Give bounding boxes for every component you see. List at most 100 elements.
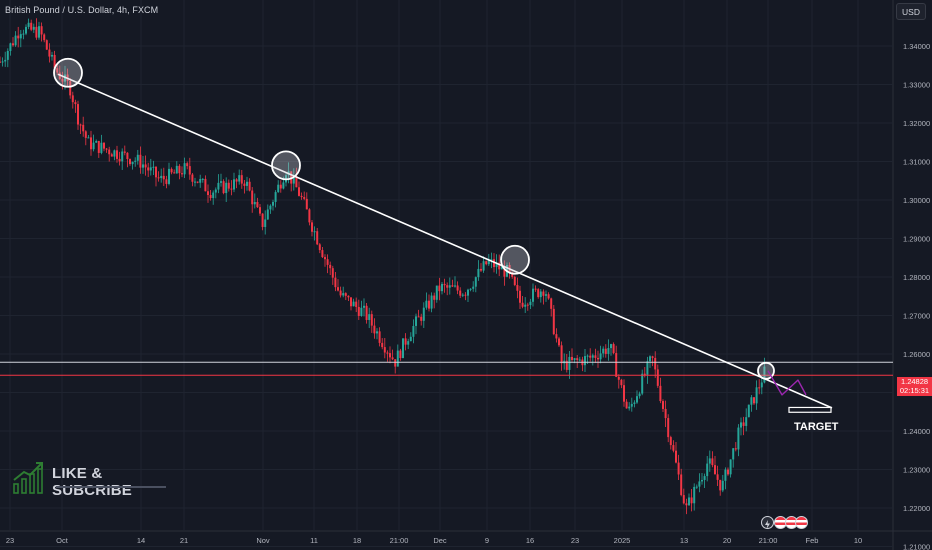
candle-body [170, 168, 173, 173]
candle-body [747, 404, 750, 418]
candle-body [664, 408, 667, 419]
candle-body [373, 325, 376, 334]
candle-body [235, 179, 238, 182]
time-tick-label: 23 [571, 536, 579, 545]
candle-body [537, 289, 540, 298]
candle-body [727, 469, 729, 475]
candle-body [147, 167, 150, 171]
candle-body [35, 26, 38, 38]
candle-body [378, 331, 381, 343]
price-axis[interactable]: 1.34000 1.33000 1.32000 1.31000 1.30000 1.290… [903, 42, 930, 550]
candle-body [503, 266, 506, 277]
candle-body [324, 257, 326, 260]
candle-body [136, 154, 139, 161]
candle-body [100, 142, 103, 153]
us-flag-icon[interactable] [795, 516, 808, 529]
candle-body [95, 140, 98, 143]
candle-body [438, 285, 441, 292]
candle-body [175, 165, 178, 174]
currency-button[interactable]: USD [896, 3, 926, 20]
candle-body [586, 355, 589, 357]
candle-body [493, 259, 495, 268]
candle-body [225, 182, 228, 194]
candle-body [760, 382, 763, 388]
candle-body [238, 175, 241, 182]
price-tick-label: 1.34000 [903, 42, 930, 51]
candle-body [118, 158, 121, 162]
event-markers[interactable] [761, 516, 809, 530]
candle-body [243, 183, 246, 186]
candle-body [376, 331, 378, 334]
candle-body [53, 54, 56, 69]
candle-body [105, 148, 108, 150]
candle-body [74, 102, 77, 105]
candle-body [305, 198, 308, 210]
candle-body [630, 403, 633, 407]
price-tick-label: 1.22000 [903, 504, 930, 513]
time-tick-label: Nov [256, 536, 270, 545]
horizontal-levels [0, 361, 893, 376]
candle-body [347, 295, 350, 298]
candle-body [711, 458, 714, 466]
candle-body [620, 379, 623, 386]
candle-body [30, 22, 33, 30]
candle-body [389, 353, 391, 358]
candle-body [394, 359, 397, 367]
candle-body [623, 385, 625, 402]
time-tick-label: 9 [485, 536, 489, 545]
candle-body [25, 26, 27, 34]
candle-body [178, 165, 181, 174]
candle-body [480, 268, 482, 271]
candle-body [160, 175, 163, 179]
price-tick-label: 1.30000 [903, 196, 930, 205]
candle-body [737, 427, 740, 450]
candle-body [534, 288, 537, 290]
candle-body [576, 358, 579, 361]
candle-body [422, 307, 425, 321]
price-tick-label: 1.24000 [903, 427, 930, 436]
candle-body [404, 338, 407, 345]
candle-body [82, 124, 85, 132]
candle-body [714, 465, 716, 475]
candle-body [295, 176, 298, 188]
time-tick-label: 18 [353, 536, 361, 545]
candle-body [428, 300, 430, 309]
candle-body [435, 285, 438, 300]
candle-body [61, 78, 64, 82]
candle-body [256, 201, 259, 208]
lightning-icon[interactable] [761, 516, 774, 529]
candle-body [261, 213, 264, 227]
candle-body [110, 154, 113, 157]
candle-body [381, 342, 384, 348]
candle-body [43, 34, 46, 41]
candle-body [433, 295, 436, 300]
candle-body [693, 486, 696, 504]
candle-body [649, 356, 651, 362]
time-axis[interactable]: 23 Oct 14 21 Nov 11 18 21:00 Dec 9 16 23 2025 13 20 21:… [6, 536, 862, 545]
candle-body [610, 344, 612, 349]
candle-body [129, 159, 131, 165]
candle-body [708, 458, 711, 464]
candle-body [477, 268, 480, 278]
candle-body [521, 302, 524, 307]
candle-body [220, 181, 222, 183]
candle-body [487, 260, 490, 265]
candle-body [490, 259, 493, 261]
candle-body [274, 192, 277, 202]
candle-body [643, 373, 646, 375]
candle-body [459, 290, 462, 296]
candle-body [186, 163, 189, 167]
candle-body [409, 336, 412, 342]
price-tick-label: 1.29000 [903, 235, 930, 244]
touch-point-circle [53, 57, 83, 88]
candle-body [173, 172, 176, 174]
candle-body [264, 219, 267, 227]
trendline [57, 73, 833, 409]
candle-body [550, 298, 553, 309]
time-tick-label: Feb [806, 536, 819, 545]
candle-body [617, 376, 620, 380]
candle-body [532, 288, 534, 302]
candle-body [633, 402, 636, 404]
